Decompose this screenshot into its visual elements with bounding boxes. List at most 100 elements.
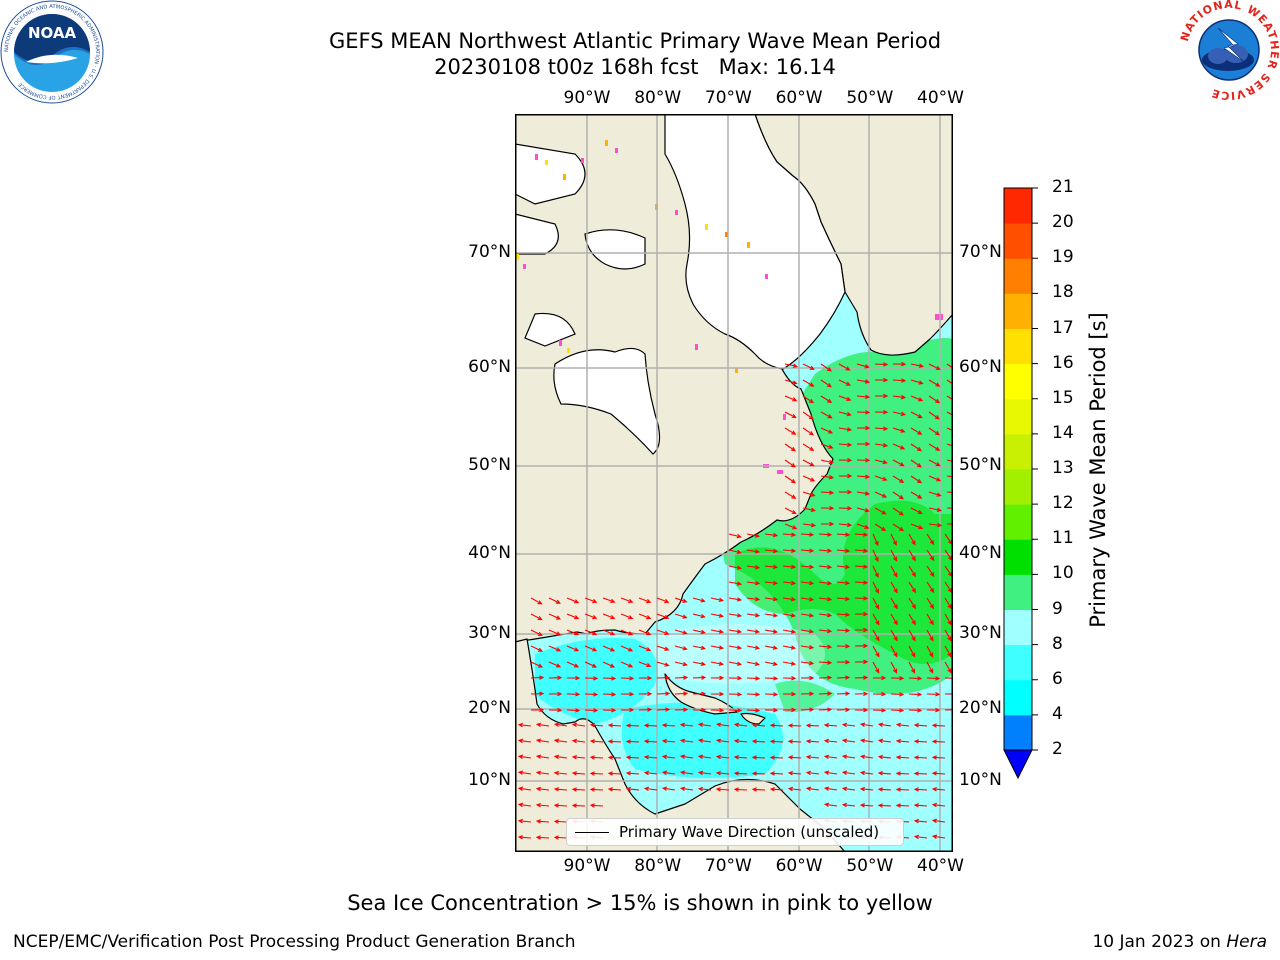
wave-arrow bbox=[553, 754, 568, 760]
wave-arrow bbox=[571, 738, 586, 744]
colorbar-tick-label: 21 bbox=[1052, 177, 1074, 197]
wave-arrow bbox=[769, 739, 784, 744]
colorbar-segment bbox=[1004, 363, 1032, 400]
wave-arrow bbox=[823, 802, 838, 808]
wave-arrow bbox=[746, 596, 761, 602]
wave-arrow bbox=[733, 771, 748, 776]
wave-arrow bbox=[874, 475, 888, 481]
wave-arrow bbox=[784, 427, 797, 435]
wave-arrow bbox=[728, 708, 743, 713]
wave-arrow bbox=[566, 613, 580, 620]
wave-arrow bbox=[908, 597, 916, 610]
wave-arrow bbox=[892, 475, 905, 483]
wave-arrow bbox=[823, 754, 838, 760]
noaa-logo-text: NOAA bbox=[28, 24, 77, 42]
wave-arrow bbox=[931, 834, 946, 839]
wave-arrow bbox=[661, 754, 676, 760]
wave-arrow bbox=[802, 491, 816, 497]
wave-arrow bbox=[818, 564, 833, 570]
wave-arrow bbox=[908, 692, 923, 697]
wave-arrow bbox=[892, 394, 907, 400]
wave-arrow bbox=[802, 522, 817, 528]
wave-arrow bbox=[728, 597, 743, 602]
wave-arrow bbox=[910, 395, 924, 402]
wave-arrow bbox=[944, 597, 952, 610]
colorbar-under-triangle bbox=[1003, 749, 1033, 780]
wave-arrow bbox=[823, 770, 838, 775]
wave-arrow bbox=[584, 692, 599, 697]
wave-arrow bbox=[913, 739, 928, 744]
wave-arrow bbox=[908, 581, 917, 594]
wave-arrow bbox=[764, 564, 779, 570]
wave-arrow bbox=[566, 708, 581, 713]
wave-arrow bbox=[931, 755, 946, 760]
wave-arrow bbox=[530, 675, 545, 680]
wave-arrow bbox=[517, 802, 532, 808]
wave-arrow bbox=[872, 565, 879, 578]
wave-arrow bbox=[733, 738, 748, 744]
wave-arrow bbox=[566, 661, 580, 668]
wave-arrow bbox=[692, 597, 706, 603]
chart-subtitle: 20230108 t00z 168h fcst Max: 16.14 bbox=[434, 55, 836, 79]
wave-arrow bbox=[784, 507, 797, 515]
wave-arrow bbox=[548, 645, 562, 652]
wave-arrow bbox=[692, 661, 706, 666]
wave-arrow bbox=[784, 475, 797, 484]
wave-arrow bbox=[854, 580, 869, 585]
wave-arrow bbox=[820, 521, 835, 527]
lat-label-right: 40°N bbox=[959, 543, 1002, 563]
wave-arrow bbox=[836, 691, 851, 696]
wave-arrow bbox=[913, 771, 928, 776]
wave-arrow bbox=[679, 754, 694, 759]
wave-arrow bbox=[931, 802, 946, 808]
wave-arrow bbox=[854, 596, 869, 601]
wave-arrow bbox=[656, 691, 671, 696]
wave-arrow bbox=[908, 565, 916, 578]
wave-arrow bbox=[638, 629, 652, 636]
wave-arrow bbox=[856, 379, 871, 384]
wave-arrow bbox=[692, 707, 707, 713]
wave-arrow bbox=[764, 645, 779, 650]
wave-arrow bbox=[910, 363, 924, 368]
wave-arrow bbox=[818, 532, 833, 537]
wave-arrow bbox=[836, 532, 851, 537]
wave-arrow bbox=[784, 395, 798, 402]
wave-arrow bbox=[890, 581, 898, 594]
wave-arrow bbox=[553, 835, 568, 840]
nws-logo-icon: NATIONAL WEATHER SERVICE bbox=[1178, 0, 1280, 100]
wave-arrow bbox=[661, 723, 676, 728]
wave-arrow bbox=[800, 691, 815, 697]
wave-arrow bbox=[890, 613, 898, 626]
wave-arrow bbox=[751, 787, 766, 792]
wave-arrow bbox=[674, 629, 688, 635]
wave-arrow bbox=[625, 755, 640, 760]
colorbar-tick-label: 12 bbox=[1052, 493, 1074, 514]
colorbar-tick-label: 20 bbox=[1052, 212, 1074, 233]
wave-arrow bbox=[710, 675, 725, 681]
chart-title: GEFS MEAN Northwest Atlantic Primary Wav… bbox=[328, 29, 942, 53]
wave-arrow bbox=[784, 443, 797, 452]
wave-arrow bbox=[571, 787, 586, 792]
wave-arrow bbox=[548, 661, 562, 668]
wave-arrow bbox=[710, 613, 725, 618]
wave-arrow bbox=[566, 675, 581, 681]
wave-arrow bbox=[872, 613, 880, 626]
wave-arrow bbox=[820, 475, 835, 480]
wave-arrow bbox=[602, 692, 617, 697]
wave-arrow bbox=[890, 629, 898, 642]
wave-arrow bbox=[931, 771, 946, 776]
wave-arrow bbox=[679, 770, 694, 775]
lon-label-top: 80°W bbox=[634, 88, 682, 108]
wave-arrow bbox=[530, 661, 544, 668]
wave-arrow bbox=[926, 661, 934, 674]
wave-arrow bbox=[854, 611, 869, 617]
wave-arrow bbox=[530, 645, 544, 652]
wave-arrow bbox=[782, 532, 797, 537]
wave-arrow bbox=[784, 459, 796, 468]
wave-arrow bbox=[895, 722, 910, 728]
wave-arrow bbox=[589, 739, 604, 744]
lon-label-bottom: 90°W bbox=[563, 856, 611, 876]
wave-arrow bbox=[892, 411, 906, 417]
wave-arrow bbox=[566, 629, 580, 636]
colorbar-tick-label: 8 bbox=[1052, 633, 1063, 654]
